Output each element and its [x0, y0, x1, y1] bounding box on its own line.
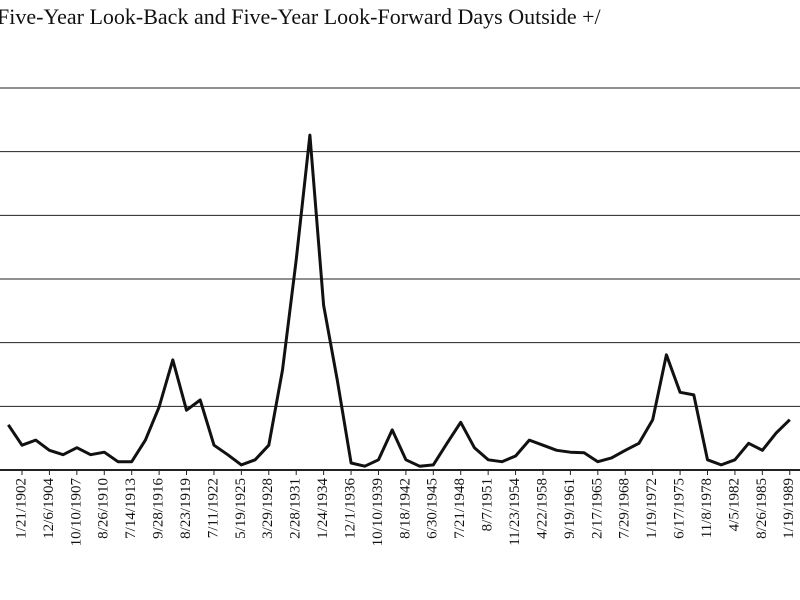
data-line: [7, 133, 791, 468]
x-tick-label: 1/21/1902: [13, 478, 29, 539]
x-tick-label: 7/29/1968: [617, 478, 633, 539]
x-tick-label: 2/17/1965: [589, 478, 605, 539]
x-tick-label: 1/24/1934: [315, 478, 331, 539]
x-tick-label: 3/29/1928: [260, 478, 276, 539]
x-tick-label: 1/19/1972: [644, 478, 660, 539]
x-tick-label: 8/26/1985: [754, 478, 770, 539]
x-tick-label: 12/6/1904: [41, 478, 57, 539]
x-tick-label: 8/7/1951: [480, 478, 496, 531]
x-tick-label: 10/10/1939: [370, 478, 386, 546]
x-tick-label: 9/19/1961: [562, 478, 578, 539]
x-tick-label: 6/17/1975: [672, 478, 688, 539]
x-tick-label: 7/14/1913: [123, 478, 139, 539]
x-tick-label: 8/18/1942: [397, 478, 413, 539]
x-tick-label: 11/8/1978: [699, 478, 715, 538]
x-tick-label: 12/1/1936: [342, 478, 358, 539]
chart-title: Five-Year Look-Back and Five-Year Look-F…: [0, 4, 602, 29]
x-tick-label: 8/23/1919: [178, 478, 194, 539]
x-tick-label: 4/22/1958: [534, 478, 550, 539]
x-tick-label: 5/19/1925: [233, 478, 249, 539]
x-tick-label: 7/11/1922: [205, 478, 221, 538]
x-tick-label: 6/30/1945: [425, 478, 441, 539]
x-tick-label: 7/21/1948: [452, 478, 468, 539]
x-tick-label: 8/26/1910: [96, 478, 112, 539]
x-tick-label: 2/28/1931: [288, 478, 304, 539]
x-tick-label: 11/23/1954: [507, 478, 523, 546]
x-tick-label: 10/10/1907: [68, 478, 84, 547]
x-tick-label: 1/19/1989: [781, 478, 797, 539]
x-tick-label: 9/28/1916: [151, 478, 167, 539]
x-tick-label: 4/5/1982: [726, 478, 742, 531]
